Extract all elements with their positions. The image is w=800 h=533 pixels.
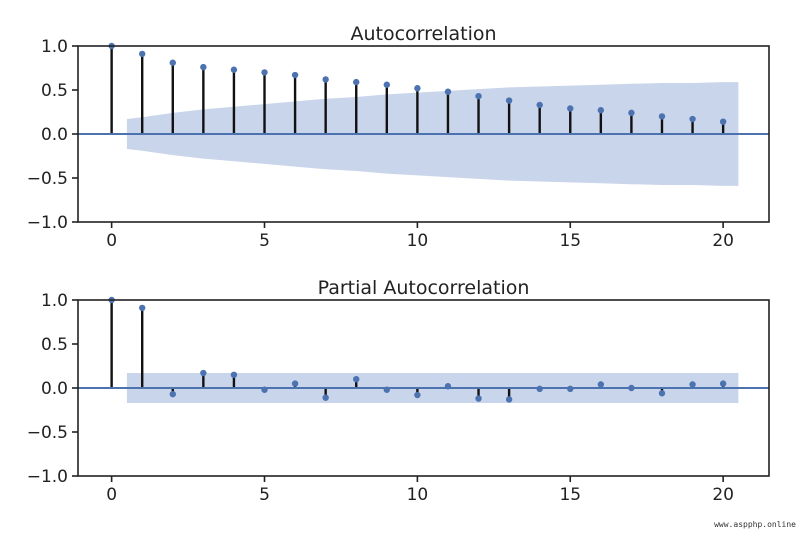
x-tick-label: 0 [106, 485, 117, 505]
marker-lag-16 [597, 107, 605, 114]
marker-lag-15 [567, 385, 574, 393]
x-tick-label: 10 [407, 485, 429, 505]
x-tick-label: 20 [712, 485, 734, 505]
marker-lag-10 [414, 391, 421, 399]
marker-lag-4 [230, 66, 238, 73]
x-tick-label: 15 [559, 231, 581, 251]
x-tick-label: 5 [259, 485, 270, 505]
x-tick-label: 0 [106, 231, 117, 251]
marker-lag-4 [230, 371, 238, 378]
y-tick-label: 1.0 [41, 37, 68, 57]
marker-lag-13 [505, 97, 513, 104]
marker-lag-6 [291, 71, 299, 79]
x-tick-label: 20 [712, 231, 734, 251]
marker-lag-15 [567, 105, 574, 112]
marker-lag-7 [322, 76, 329, 83]
marker-lag-1 [139, 304, 146, 312]
marker-lag-10 [414, 85, 421, 92]
y-tick-label: 0.5 [41, 335, 68, 355]
marker-lag-9 [383, 386, 391, 393]
y-tick-label: −1.0 [27, 467, 68, 487]
marker-lag-2 [169, 390, 176, 398]
y-tick-label: 0.0 [41, 379, 68, 399]
chart-title: Autocorrelation [350, 23, 496, 45]
marker-lag-7 [322, 394, 329, 401]
marker-lag-14 [536, 385, 543, 393]
marker-lag-5 [261, 386, 268, 393]
x-tick-label: 10 [407, 231, 429, 251]
marker-lag-20 [719, 118, 727, 125]
y-tick-label: 0.0 [41, 125, 68, 145]
y-tick-label: −0.5 [27, 423, 68, 443]
marker-lag-14 [536, 101, 543, 109]
y-tick-label: −0.5 [27, 169, 68, 189]
marker-lag-3 [200, 63, 207, 71]
autocorrelation-panel: 1.0 0.5 0.0 −0.5 −1.0 0 5 10 15 20 Autocorrelation [27, 23, 770, 251]
marker-lag-9 [383, 81, 391, 88]
marker-lag-12 [475, 92, 482, 100]
watermark-text: www.aspphp.online [714, 520, 796, 529]
marker-lag-3 [200, 369, 207, 377]
marker-lag-16 [597, 381, 605, 388]
marker-lag-1 [139, 50, 146, 58]
marker-lag-18 [658, 113, 666, 120]
marker-lag-20 [719, 380, 727, 387]
marker-lag-11 [444, 88, 452, 95]
marker-lag-18 [658, 390, 666, 397]
marker-lag-19 [689, 115, 696, 123]
marker-lag-11 [444, 383, 452, 390]
marker-lag-19 [689, 381, 696, 388]
marker-lag-13 [505, 396, 513, 403]
y-tick-label: −1.0 [27, 213, 68, 233]
y-tick-label: 1.0 [41, 291, 68, 311]
marker-lag-17 [628, 109, 635, 117]
y-tick-label: 0.5 [41, 81, 68, 101]
x-tick-label: 15 [559, 485, 581, 505]
chart-title: Partial Autocorrelation [318, 277, 530, 299]
partial-autocorrelation-panel: 1.0 0.5 0.0 −0.5 −1.0 0 5 10 15 20 Partial Autocor… [27, 277, 770, 505]
marker-lag-5 [261, 69, 268, 76]
marker-lag-17 [628, 384, 635, 392]
x-tick-label: 5 [259, 231, 270, 251]
marker-lag-8 [353, 376, 360, 383]
marker-lag-6 [291, 380, 299, 387]
marker-lag-12 [475, 395, 482, 402]
marker-lag-8 [353, 78, 360, 86]
marker-lag-2 [169, 59, 176, 66]
